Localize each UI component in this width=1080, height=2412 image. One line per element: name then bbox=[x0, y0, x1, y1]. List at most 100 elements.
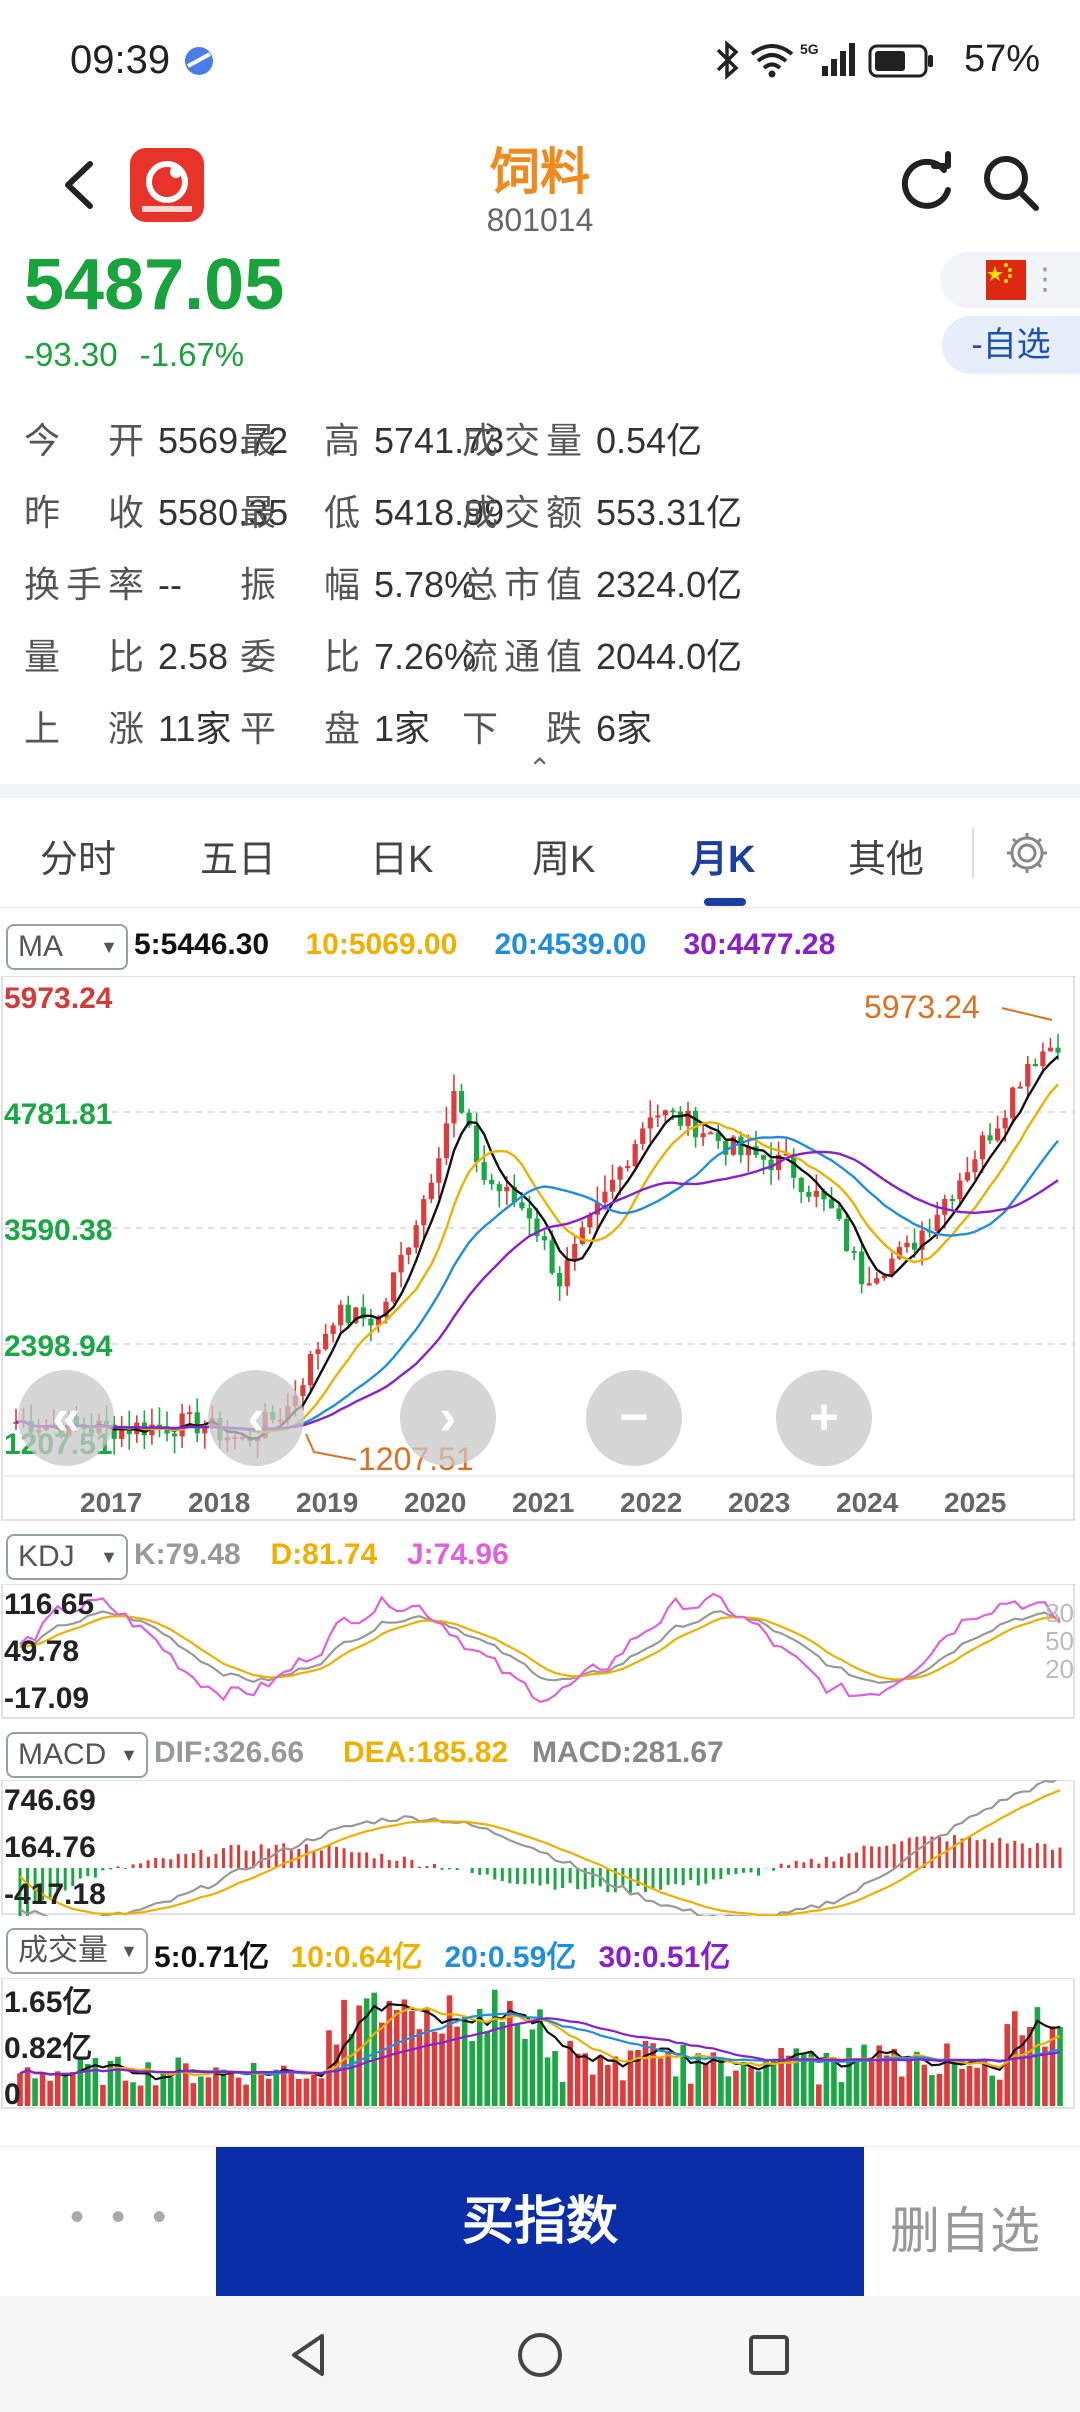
search-button[interactable] bbox=[978, 150, 1044, 216]
more-actions-button[interactable]: • • • bbox=[70, 2195, 175, 2239]
nav-home-button[interactable] bbox=[515, 2330, 565, 2380]
candle-body bbox=[1040, 1051, 1046, 1067]
recents-square-icon bbox=[749, 2335, 789, 2375]
volume-bar bbox=[54, 2071, 61, 2106]
candle-body bbox=[715, 1132, 721, 1141]
volume-bar bbox=[823, 2052, 830, 2106]
candle-body bbox=[171, 1433, 178, 1437]
candle-body bbox=[1002, 1117, 1008, 1129]
candle-body bbox=[700, 1133, 706, 1138]
candle-body bbox=[1032, 1063, 1038, 1067]
scroll-back-button[interactable]: ‹ bbox=[208, 1370, 304, 1466]
remove-watchlist-button[interactable]: 删自选 bbox=[890, 2203, 1040, 2259]
candle-body bbox=[549, 1240, 555, 1273]
ma-indicator-select[interactable]: MA ▼ bbox=[6, 924, 128, 970]
candle-body bbox=[904, 1242, 910, 1248]
volume-bar bbox=[642, 2040, 649, 2106]
x-tick-label: 2017 bbox=[80, 1487, 142, 1518]
kdj-indicator-select[interactable]: KDJ ▼ bbox=[6, 1534, 128, 1580]
control-circle bbox=[18, 1370, 114, 1466]
change-amount: -93.30 bbox=[24, 336, 118, 373]
candle-body bbox=[723, 1140, 729, 1155]
back-triangle-icon bbox=[292, 2334, 324, 2376]
macd-indicator-select[interactable]: MACD ▼ bbox=[6, 1732, 148, 1778]
candlestick-chart[interactable]: 5973.244781.813590.382398.941207.515973.… bbox=[0, 976, 1080, 1526]
stat-label: 下跌 bbox=[462, 708, 582, 749]
volume-bar bbox=[537, 2009, 543, 2106]
indicator-value: 5:0.71亿 bbox=[154, 1941, 270, 1974]
chart-settings-button[interactable] bbox=[1004, 830, 1050, 876]
kdj-right-tick-label: 80 bbox=[1045, 1598, 1074, 1628]
zoom-out-button[interactable]: − bbox=[586, 1370, 682, 1466]
candle-body bbox=[307, 1354, 314, 1386]
candle-body bbox=[496, 1184, 502, 1192]
volume-bar bbox=[861, 2044, 867, 2106]
candle-body bbox=[338, 1304, 344, 1326]
tab-five-day[interactable]: 五日 bbox=[200, 839, 277, 881]
tab-monthly-k[interactable]: 月K bbox=[690, 839, 756, 881]
buy-index-button[interactable]: 买指数 bbox=[216, 2147, 864, 2297]
volume-bar bbox=[831, 2061, 837, 2106]
volume-bar bbox=[522, 2038, 528, 2106]
volume-bar bbox=[24, 2067, 31, 2106]
volume-bar bbox=[748, 2067, 754, 2106]
nav-back-button[interactable] bbox=[284, 2330, 334, 2380]
candle-body bbox=[368, 1318, 374, 1326]
tab-weekly-k[interactable]: 周K bbox=[532, 839, 596, 881]
volume-bar bbox=[77, 2057, 84, 2106]
volume-bar bbox=[816, 2084, 822, 2106]
candle-body bbox=[428, 1182, 434, 1200]
volume-bar bbox=[966, 2065, 973, 2106]
candle-body bbox=[783, 1153, 789, 1156]
candle-body bbox=[791, 1153, 797, 1178]
more-options-icon[interactable]: ⋮ bbox=[1030, 263, 1060, 296]
china-flag-icon bbox=[986, 260, 1026, 300]
system-nav-bar bbox=[0, 2296, 1080, 2412]
watchlist-status-button[interactable]: -自选 bbox=[942, 316, 1080, 374]
stat-item: 最高 5741.73 bbox=[240, 412, 504, 464]
volume-bar bbox=[69, 2071, 76, 2106]
candle-body bbox=[836, 1208, 842, 1219]
stat-value: 2.58 bbox=[158, 636, 229, 677]
volume-indicator-select[interactable]: 成交量 ▼ bbox=[6, 1928, 148, 1974]
candle-body bbox=[602, 1191, 608, 1203]
macd-tick-label: 746.69 bbox=[4, 1784, 96, 1817]
header: 饲料 801014 bbox=[0, 120, 1080, 250]
volume-bar bbox=[755, 2071, 762, 2106]
volume-tick-label: 0 bbox=[4, 2078, 21, 2110]
refresh-button[interactable] bbox=[894, 150, 960, 216]
indicator-value: 10:5069.00 bbox=[305, 928, 458, 961]
volume-bar bbox=[883, 2055, 890, 2106]
zoom-in-button[interactable]: + bbox=[776, 1370, 872, 1466]
nav-recents-button[interactable] bbox=[744, 2330, 794, 2380]
candle-body bbox=[609, 1179, 616, 1192]
wifi-icon bbox=[750, 44, 794, 78]
stat-item: 最低 5418.99 bbox=[240, 484, 504, 536]
candle-body bbox=[942, 1198, 948, 1215]
volume-bar bbox=[1057, 2026, 1063, 2106]
volume-tick-label: 0.82亿 bbox=[4, 2032, 92, 2065]
tab-daily-k[interactable]: 日K bbox=[370, 839, 434, 881]
volume-bar bbox=[205, 2077, 212, 2106]
control-glyph-icon: + bbox=[809, 1389, 838, 1445]
volume-bar bbox=[484, 2031, 491, 2106]
volume-bar bbox=[793, 2048, 800, 2106]
market-flag[interactable]: ⋮ bbox=[940, 252, 1080, 308]
volume-bar bbox=[552, 2051, 558, 2106]
volume-bar bbox=[808, 2051, 815, 2106]
back-button[interactable] bbox=[50, 150, 110, 220]
volume-bar bbox=[454, 2026, 460, 2106]
volume-chart[interactable]: 1.65亿 0.82亿 0 bbox=[0, 1978, 1080, 2110]
tab-other[interactable]: 其他 bbox=[848, 839, 925, 881]
candle-body bbox=[647, 1117, 653, 1129]
control-glyph-icon: ‹ bbox=[248, 1389, 265, 1445]
dropdown-caret-icon: ▼ bbox=[120, 1941, 138, 1961]
kdj-right-tick-label: 20 bbox=[1045, 1654, 1074, 1684]
scroll-forward-button[interactable]: › bbox=[400, 1370, 496, 1466]
price-change: -93.30 -1.67% bbox=[24, 336, 266, 374]
macd-chart[interactable]: 746.69 164.76 -417.18 bbox=[0, 1780, 1080, 1916]
expand-chevron-icon[interactable]: ⌃ bbox=[528, 753, 552, 784]
scroll-left-button[interactable]: « bbox=[18, 1370, 114, 1466]
tab-intraday[interactable]: 分时 bbox=[40, 839, 117, 881]
